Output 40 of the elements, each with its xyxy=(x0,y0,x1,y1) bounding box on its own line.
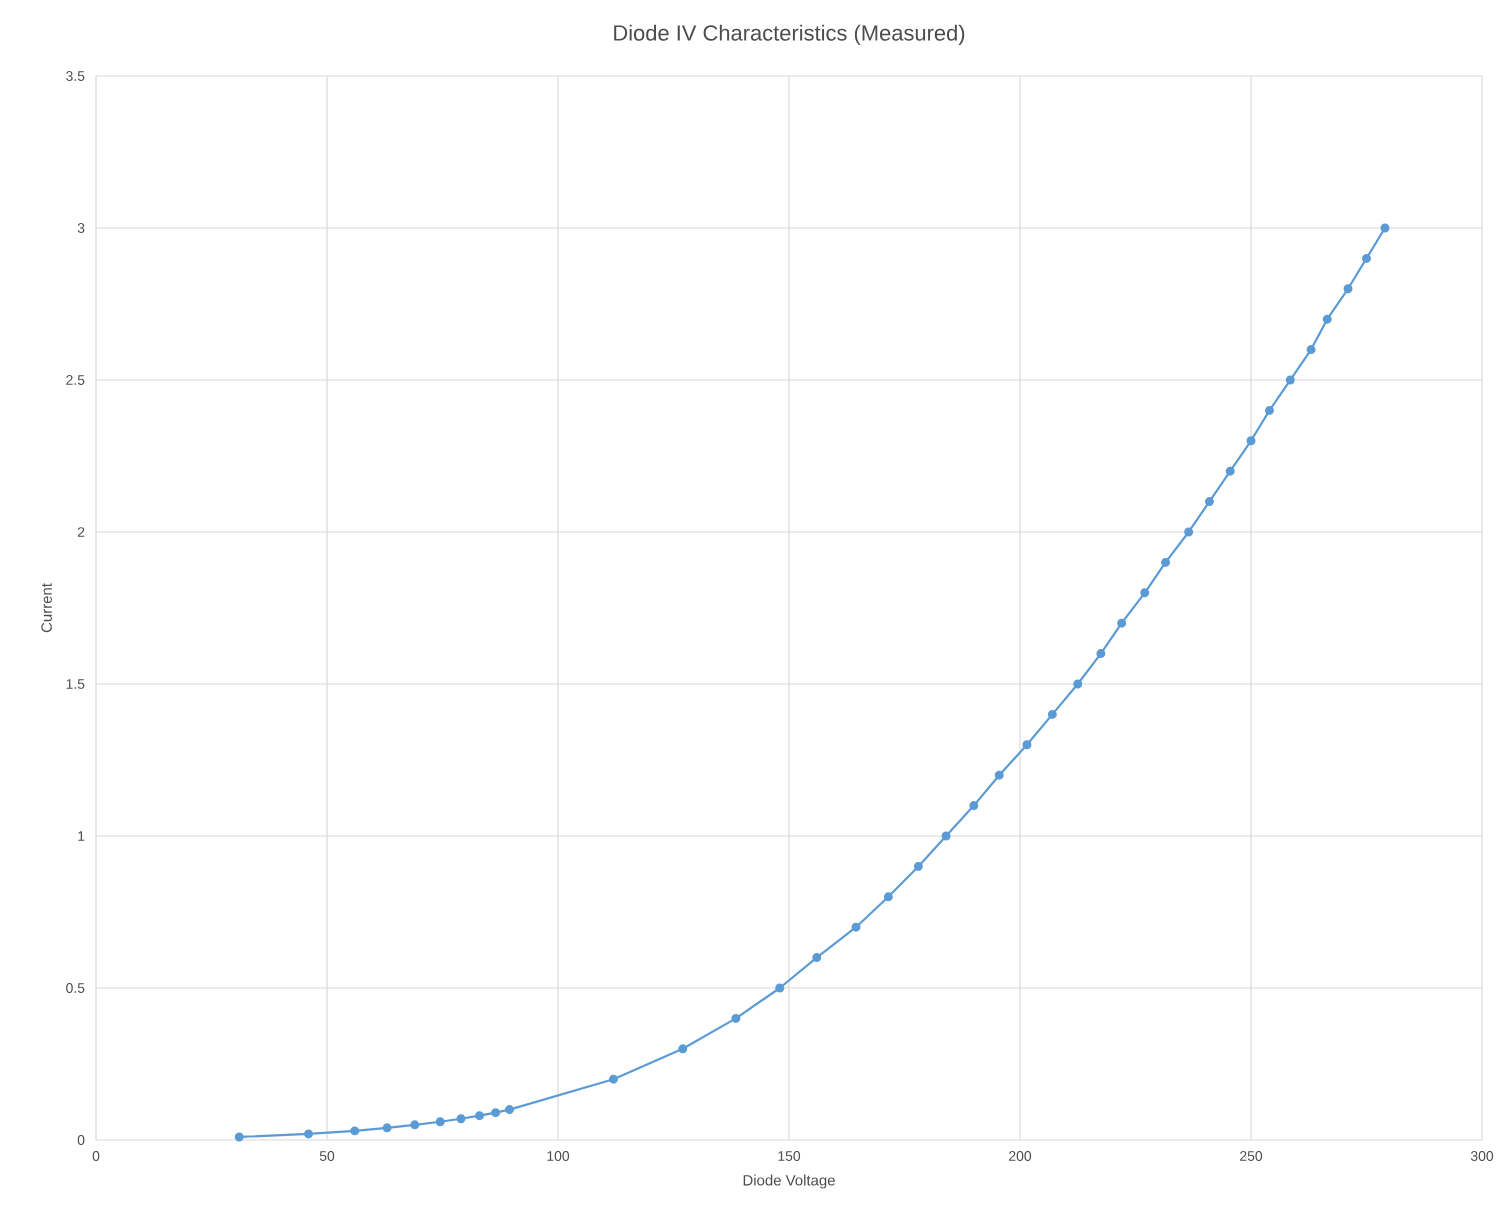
point xyxy=(350,1126,360,1136)
point xyxy=(1285,375,1295,385)
point xyxy=(883,892,893,902)
point xyxy=(1246,436,1256,446)
point xyxy=(913,861,923,871)
point xyxy=(410,1120,420,1130)
point xyxy=(731,1013,741,1023)
point xyxy=(456,1114,466,1124)
point xyxy=(941,831,951,841)
point xyxy=(1161,557,1171,567)
point xyxy=(382,1123,392,1133)
point xyxy=(1096,649,1106,659)
point xyxy=(304,1129,314,1139)
point xyxy=(812,953,822,963)
point xyxy=(1225,466,1235,476)
point xyxy=(1306,345,1316,355)
point xyxy=(1265,405,1274,415)
point xyxy=(234,1132,244,1142)
point xyxy=(1362,253,1371,263)
point xyxy=(608,1074,618,1084)
point xyxy=(491,1108,501,1118)
point xyxy=(474,1111,484,1121)
point xyxy=(678,1044,688,1054)
point xyxy=(1322,314,1332,324)
point xyxy=(1184,527,1194,537)
point xyxy=(1022,740,1032,750)
point xyxy=(1117,618,1127,628)
point xyxy=(1047,709,1057,719)
point xyxy=(775,983,785,993)
point xyxy=(851,922,861,932)
point xyxy=(435,1117,445,1127)
point xyxy=(1204,497,1214,507)
point xyxy=(994,770,1004,780)
point xyxy=(1073,679,1083,689)
point xyxy=(505,1105,514,1115)
point xyxy=(1380,223,1390,233)
point xyxy=(969,801,979,811)
chart-title: Diode IV Characteristics (Measured) xyxy=(614,24,965,46)
point xyxy=(1343,284,1353,294)
point xyxy=(1140,588,1150,598)
